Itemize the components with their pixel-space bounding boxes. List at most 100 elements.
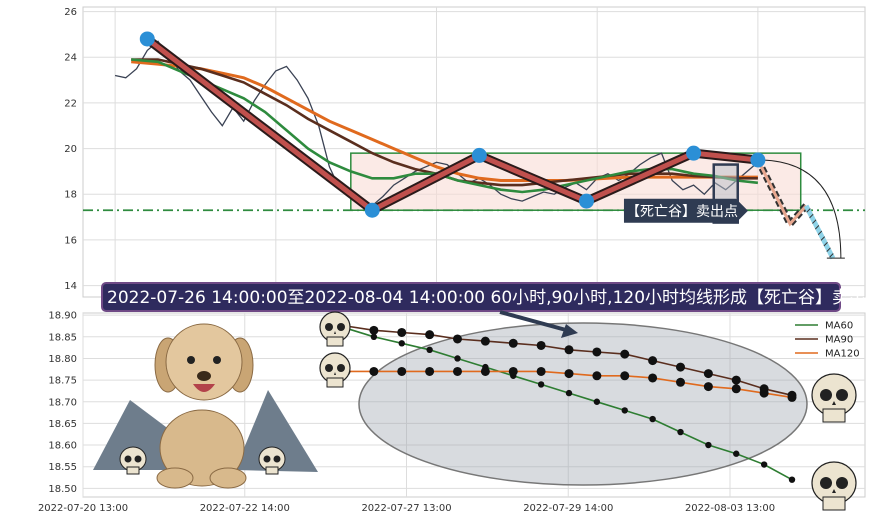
series-point	[648, 373, 658, 383]
x-tick-label: 2022-08-03 13:00	[685, 503, 775, 514]
legend-label: MA120	[825, 349, 860, 360]
series-point	[676, 377, 685, 387]
sell-sign: 【死亡谷】卖出点	[623, 198, 748, 223]
y-tick-label: 18.55	[48, 462, 77, 473]
series-point	[620, 371, 630, 381]
skull-icon	[811, 461, 857, 511]
x-tick-label: 2022-07-20 13:00	[38, 503, 128, 514]
series-point	[369, 366, 379, 376]
y-tick-label: 18.50	[48, 484, 77, 495]
series-point	[480, 336, 490, 346]
series-point	[620, 349, 630, 359]
projection-line	[756, 159, 808, 227]
series-point	[703, 382, 713, 392]
pivot-point	[471, 147, 487, 163]
mountain-left	[93, 400, 175, 470]
series-point	[398, 340, 405, 347]
series-point	[788, 476, 796, 483]
skull-icon	[811, 373, 857, 423]
skull-icon	[319, 352, 351, 388]
projection-arc	[757, 159, 842, 259]
skull-icon	[258, 446, 286, 475]
x-tick-label: 2022-07-22 14:00	[200, 503, 290, 514]
dog-illustration	[93, 323, 318, 489]
pointer-arrow	[499, 310, 578, 338]
bottom-series	[341, 321, 797, 483]
series-point	[536, 340, 546, 350]
y-tick-label: 18.70	[48, 397, 77, 408]
y-tick-label: 16	[64, 235, 77, 246]
series-point	[564, 369, 574, 379]
legend-label: MA90	[825, 335, 853, 346]
y-tick-label: 18.60	[48, 441, 77, 452]
mountain-right	[235, 390, 318, 472]
series-point	[593, 398, 601, 405]
series-point	[733, 450, 740, 457]
skull-icon	[119, 446, 147, 475]
x-tick-label: 2022-07-29 14:00	[523, 503, 613, 514]
series-point	[370, 333, 378, 341]
series-point	[508, 366, 518, 376]
series-point	[705, 441, 712, 449]
y-tick-label: 14	[64, 281, 77, 292]
y-tick-label: 20	[64, 144, 77, 155]
series-point	[480, 366, 490, 376]
series-point	[648, 356, 658, 366]
series-point	[731, 384, 741, 394]
y-tick-label: 26	[64, 7, 77, 18]
bottom-y-ticks: 18.90 18.85 18.80 18.75 18.70 18.65 18.60 18.55…	[48, 311, 77, 495]
top-y-ticks: 14 16 18 20 22 24 26	[64, 7, 77, 292]
bottom-panel: 18.90 18.85 18.80 18.75 18.70 18.65 18.60 18.55…	[38, 310, 866, 514]
series-point	[508, 338, 518, 348]
y-tick-label: 22	[64, 98, 77, 109]
y-tick-label: 18.80	[48, 354, 77, 365]
cross-ellipse	[358, 322, 808, 486]
x-tick-label: 2022-07-27 13:00	[361, 503, 451, 514]
series-point	[731, 375, 741, 385]
y-tick-label: 18.75	[48, 376, 77, 387]
legend-label: MA60	[825, 321, 853, 332]
series-point	[787, 392, 797, 402]
series-point	[537, 381, 545, 388]
bottom-x-ticks: 2022-07-20 13:00 2022-07-22 14:00 2022-07-…	[38, 503, 775, 514]
series-point	[621, 407, 628, 414]
y-tick-label: 24	[64, 53, 77, 64]
series-point	[397, 327, 407, 337]
series-point	[677, 428, 684, 436]
series-point	[369, 325, 379, 335]
projection-tail	[803, 204, 836, 260]
series-point	[536, 366, 546, 376]
y-tick-label: 18	[64, 190, 77, 201]
banner-title: 2022-07-26 14:00:00至2022-08-04 14:00:00 …	[107, 288, 871, 308]
pivot-points	[139, 31, 766, 218]
legend: MA60 MA90 MA120	[795, 321, 860, 360]
price-line	[114, 40, 759, 207]
series-point	[425, 366, 435, 376]
banner-box	[101, 282, 841, 312]
series-point	[676, 362, 685, 372]
series-point	[760, 461, 768, 468]
series-point	[564, 345, 574, 355]
series-point	[565, 389, 573, 397]
series-point	[454, 355, 461, 362]
series-point	[649, 415, 656, 423]
sell-sign-shape	[623, 198, 748, 223]
pivot-point	[750, 152, 766, 168]
pivot-point	[364, 202, 380, 218]
series-point	[703, 369, 713, 379]
signal-banner: 2022-07-26 14:00:00至2022-08-04 14:00:00 …	[101, 282, 871, 312]
series-point	[397, 366, 407, 376]
series-point	[592, 347, 602, 357]
y-tick-label: 18.90	[48, 311, 77, 322]
series-point	[759, 388, 769, 398]
series-point	[453, 334, 462, 344]
y-tick-label: 18.85	[48, 332, 77, 343]
series-point	[425, 330, 435, 340]
pivot-point	[686, 145, 702, 161]
series-point	[453, 366, 462, 376]
y-tick-label: 18.65	[48, 419, 77, 430]
top-panel: 14 16 18 20 22 24 26 【死亡谷】卖出点	[64, 6, 866, 298]
sell-label: 【死亡谷】卖出点	[626, 204, 738, 220]
skull-icon	[319, 311, 351, 347]
